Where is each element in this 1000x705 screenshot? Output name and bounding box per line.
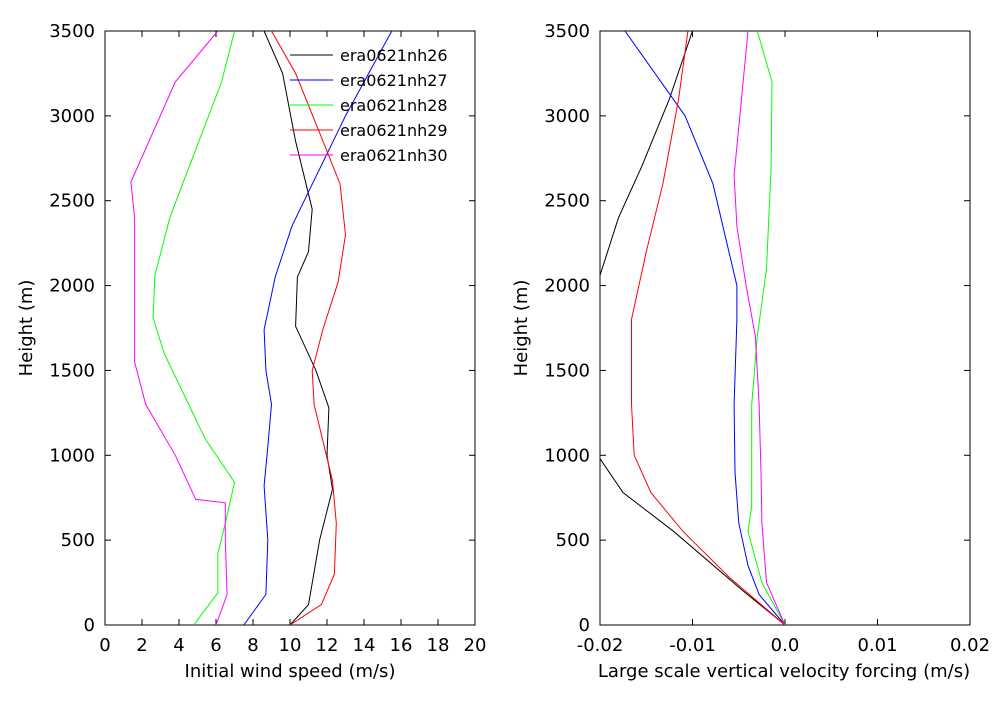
- right-x-tick-label: -0.01: [669, 635, 716, 656]
- left-series-line-3: [152, 31, 236, 625]
- left-series-line-1: [263, 31, 334, 625]
- right-y-tick-label: 500: [556, 530, 590, 551]
- right-series-line-1: [600, 458, 786, 625]
- left-x-tick-label: 20: [464, 635, 487, 656]
- left-x-tick-label: 12: [316, 635, 339, 656]
- right-y-tick-labels: 0 500 1000 1500 2000 2500 3000 3500: [544, 21, 590, 636]
- left-x-tick-label: 8: [247, 635, 258, 656]
- right-series-line-3: [747, 31, 786, 625]
- left-x-tick-label: 6: [210, 635, 221, 656]
- left-series-group: [130, 31, 393, 625]
- legend-label: era0621nh26: [340, 46, 448, 65]
- right-y-tick-label: 1000: [544, 445, 590, 466]
- right-y-axis-title: Height (m): [511, 280, 532, 377]
- legend-label: era0621nh27: [340, 71, 448, 90]
- right-x-tick-label: 0.0: [771, 635, 800, 656]
- left-y-tick-label: 1000: [49, 445, 95, 466]
- right-y-tick-label: 2500: [544, 191, 590, 212]
- right-panel: -0.02 -0.01 0.0 0.01 0.02 0 500 1000 1500 2000 25…: [511, 21, 990, 682]
- left-x-tick-label: 14: [353, 635, 376, 656]
- left-x-tick-label: 2: [136, 635, 147, 656]
- left-panel: 0 2 4 6 8 10 12 14 16 18 20 0 500 1000 1500 2000 2500 30…: [16, 21, 486, 682]
- left-series-line-4: [271, 31, 347, 625]
- left-x-tick-label: 0: [99, 635, 110, 656]
- right-y-tick-label: 1500: [544, 360, 590, 381]
- left-y-tick-label: 2000: [49, 276, 95, 297]
- right-y-tick-label: 0: [579, 615, 590, 636]
- left-y-tick-label: 500: [61, 530, 95, 551]
- right-series-line-1-upper: [600, 31, 693, 276]
- right-x-tick-labels: -0.02 -0.01 0.0 0.01 0.02: [577, 635, 990, 656]
- right-y-tick-label: 3000: [544, 106, 590, 127]
- right-series-line-4: [631, 31, 786, 625]
- left-y-tick-label: 3000: [49, 106, 95, 127]
- left-x-tick-label: 16: [390, 635, 413, 656]
- left-series-line-2: [243, 31, 393, 625]
- right-y-tick-label: 3500: [544, 21, 590, 42]
- left-tick-marks: [104, 30, 476, 626]
- left-legend: era0621nh26 era0621nh27 era0621nh28 era0621…: [290, 46, 448, 165]
- left-y-tick-labels: 0 500 1000 1500 2000 2500 3000 3500: [49, 21, 95, 636]
- left-series-line-5: [130, 31, 228, 625]
- right-series-line-5: [733, 31, 786, 625]
- right-tick-marks: [599, 30, 971, 626]
- legend-label: era0621nh29: [340, 121, 448, 140]
- left-y-tick-label: 2500: [49, 191, 95, 212]
- left-y-tick-label: 3500: [49, 21, 95, 42]
- right-x-tick-label: 0.02: [950, 635, 990, 656]
- right-x-axis-title: Large scale vertical velocity forcing (m…: [598, 661, 970, 682]
- right-plot-frame: [599, 30, 971, 626]
- left-x-tick-label: 10: [279, 635, 302, 656]
- right-series-group: [600, 31, 786, 625]
- left-x-tick-label: 18: [427, 635, 450, 656]
- left-y-tick-label: 0: [84, 615, 95, 636]
- left-y-tick-label: 1500: [49, 360, 95, 381]
- legend-label: era0621nh28: [340, 96, 448, 115]
- right-series-line-2: [624, 31, 786, 625]
- right-x-tick-label: 0.01: [857, 635, 897, 656]
- left-x-axis-title: Initial wind speed (m/s): [185, 661, 396, 682]
- left-x-tick-labels: 0 2 4 6 8 10 12 14 16 18 20: [99, 635, 486, 656]
- right-x-tick-label: -0.02: [577, 635, 624, 656]
- left-x-tick-label: 4: [173, 635, 184, 656]
- right-y-tick-label: 2000: [544, 276, 590, 297]
- left-y-axis-title: Height (m): [16, 280, 37, 377]
- legend-label: era0621nh30: [340, 146, 448, 165]
